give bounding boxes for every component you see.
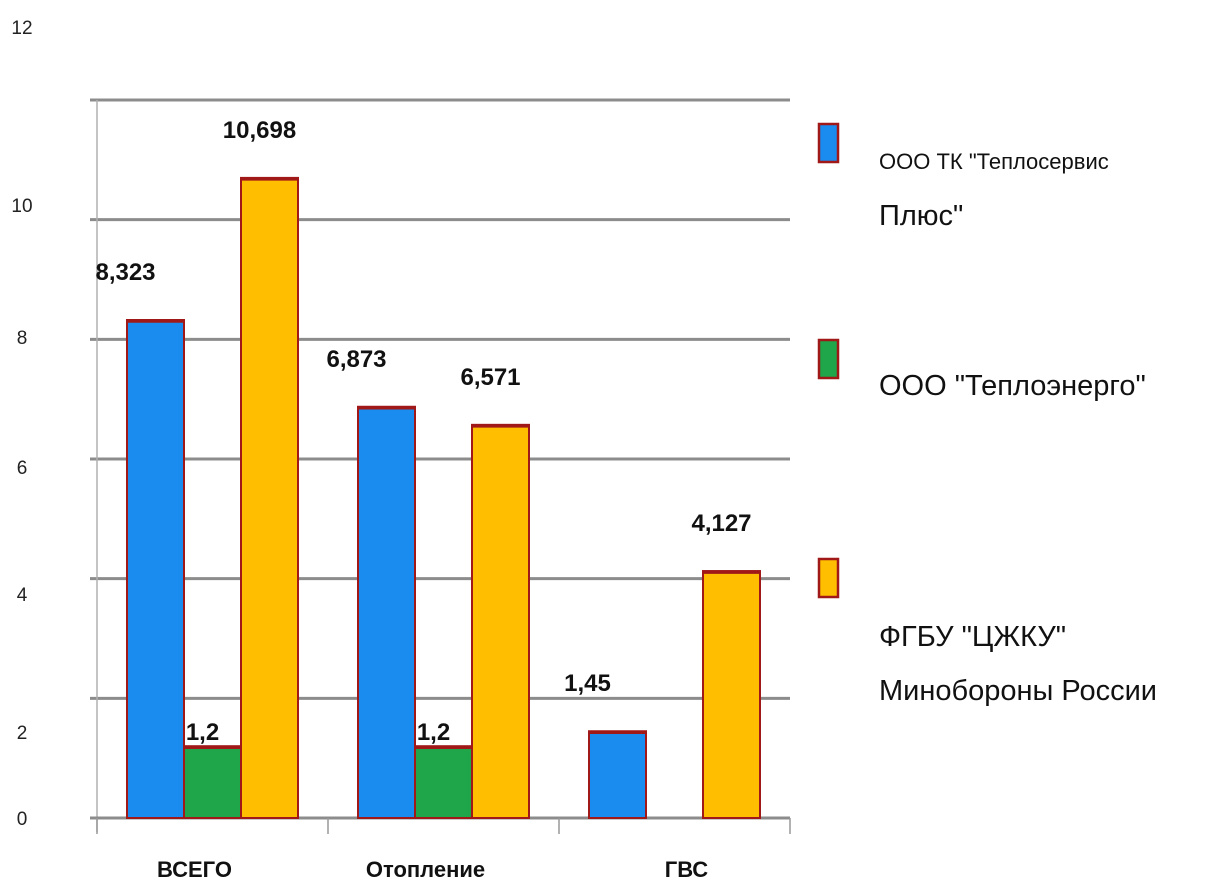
bar [588, 730, 647, 819]
y-tick-label: 4 [17, 585, 28, 606]
x-category-label: ГВС [665, 857, 709, 882]
y-axis-tick-labels: 0 2 4 6 8 10 12 [11, 18, 32, 830]
x-category-label: ВСЕГО [157, 857, 232, 882]
x-category-label: Отопление [366, 857, 485, 882]
y-tick-label: 2 [17, 723, 28, 744]
data-label: 6,873 [326, 346, 386, 373]
data-label: 6,571 [460, 364, 520, 391]
legend-label: ООО ТК "Теплосервис [879, 149, 1109, 174]
bar [183, 745, 242, 820]
y-tick-label: 6 [17, 458, 28, 479]
legend-label: ФГБУ "ЦЖКУ" [879, 621, 1066, 653]
bars [126, 176, 761, 820]
legend-label: ООО "Теплоэнерго" [879, 370, 1146, 402]
data-label: 4,127 [691, 510, 751, 537]
bar [702, 570, 761, 819]
y-tick-label: 12 [11, 18, 32, 39]
x-axis-category-labels: ВСЕГО Отопление ГВС [157, 857, 708, 882]
legend-label: Плюс" [879, 200, 963, 232]
data-label: 1,45 [564, 670, 611, 697]
legend-swatch [817, 557, 840, 599]
bar [126, 319, 185, 819]
data-label: 10,698 [223, 117, 296, 144]
bar [357, 405, 416, 819]
data-labels: 8,323 1,2 10,698 6,873 1,2 6,571 1,45 4,127 [95, 117, 751, 746]
y-tick-label: 8 [17, 328, 28, 349]
y-tick-label: 10 [11, 196, 32, 217]
gridlines [90, 98, 790, 700]
data-label: 1,2 [417, 719, 450, 746]
bar [240, 176, 299, 819]
data-label: 1,2 [186, 719, 219, 746]
legend-swatch [817, 122, 840, 164]
bar [471, 423, 530, 819]
data-label: 8,323 [95, 259, 155, 286]
legend-swatch [817, 338, 840, 380]
legend-label: Минобороны России [879, 675, 1157, 707]
bar [414, 745, 473, 820]
y-tick-label: 0 [17, 809, 28, 830]
legend: ООО ТК "Теплосервис Плюс" ООО "Теплоэнерго… [817, 122, 1157, 707]
